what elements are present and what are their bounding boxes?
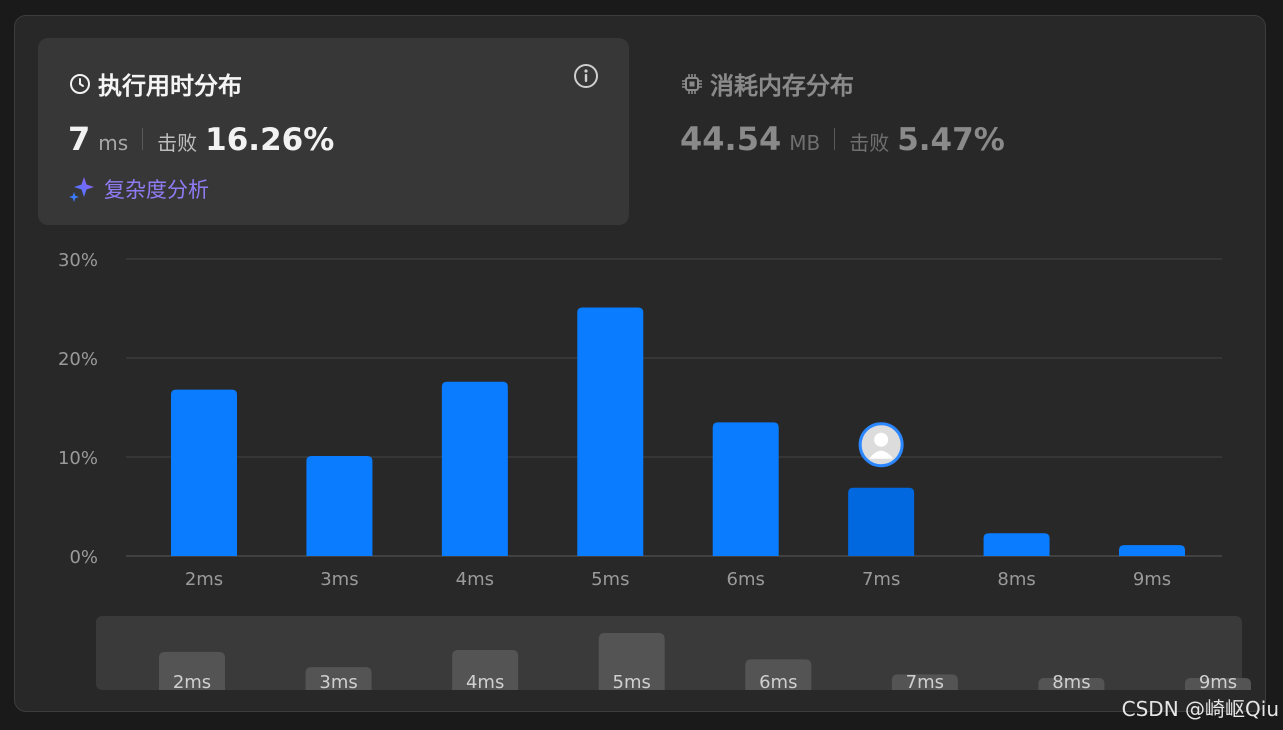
navigator-bar-6ms xyxy=(745,659,812,690)
memory-beat-label: 击败 xyxy=(849,131,890,155)
memory-unit: MB xyxy=(789,131,821,155)
avatar-head-icon xyxy=(874,432,889,447)
memory-card[interactable]: 消耗内存分布 44.54 MB 击败 5.47% xyxy=(680,38,1200,225)
navigator-label: 2ms xyxy=(173,672,211,693)
navigator-bar-9ms xyxy=(1185,678,1251,690)
bar-layer xyxy=(171,307,1185,556)
watermark: CSDN @崎岖Qiu xyxy=(1121,697,1279,721)
runtime-beat-label: 击败 xyxy=(157,131,198,155)
x-tick-label: 2ms xyxy=(185,569,223,590)
x-tick-label: 5ms xyxy=(591,569,629,590)
y-tick-label: 30% xyxy=(58,250,98,271)
x-tick-label: 8ms xyxy=(997,569,1035,590)
bar-9ms[interactable] xyxy=(1119,545,1185,556)
navigator-bar-3ms xyxy=(305,667,372,690)
runtime-card[interactable]: 执行用时分布 7 ms 击败 16.26% 复杂度分析 xyxy=(38,38,629,225)
range-navigator[interactable]: 2ms 3ms 4ms 5ms 6ms 7ms 8ms 9ms xyxy=(96,616,1251,693)
runtime-beat-value: 16.26% xyxy=(205,122,335,158)
grid-layer xyxy=(126,258,1222,557)
x-tick-label: 6ms xyxy=(727,569,765,590)
y-tick-label: 0% xyxy=(69,547,98,568)
navigator-label: 6ms xyxy=(759,672,797,693)
bar-6ms[interactable] xyxy=(712,422,779,556)
memory-stats: 44.54 MB 击败 5.47% xyxy=(680,120,1005,158)
divider xyxy=(834,128,836,150)
navigator-label: 9ms xyxy=(1199,672,1237,693)
navigator-label: 3ms xyxy=(319,672,357,693)
memory-title-text: 消耗内存分布 xyxy=(710,72,854,100)
x-tick-label: 3ms xyxy=(320,569,358,590)
memory-value: 44.54 xyxy=(680,120,782,158)
navigator-label: 8ms xyxy=(1052,672,1090,693)
navigator-bar-8ms xyxy=(1038,678,1105,690)
bar-4ms[interactable] xyxy=(441,381,508,556)
avatar-body-icon xyxy=(869,450,894,459)
navigator-bar-2ms xyxy=(159,651,225,690)
divider xyxy=(142,128,144,150)
runtime-title-text: 执行用时分布 xyxy=(98,72,242,100)
navigator-bar-4ms xyxy=(452,650,519,690)
navigator-label: 4ms xyxy=(466,672,504,693)
info-icon[interactable] xyxy=(573,63,599,89)
bar-8ms[interactable] xyxy=(983,533,1050,556)
sparkle-icon xyxy=(69,177,94,202)
y-tick-label: 10% xyxy=(58,448,98,469)
navigator-label: 5ms xyxy=(613,672,651,693)
runtime-value: 7 xyxy=(68,120,91,158)
x-tick-label: 9ms xyxy=(1133,569,1171,590)
runtime-stats: 7 ms 击败 16.26% xyxy=(68,120,334,158)
clock-icon xyxy=(70,73,90,94)
navigator-bar-7ms xyxy=(891,674,958,690)
y-tick-label: 20% xyxy=(58,349,98,370)
chip-icon xyxy=(682,73,702,94)
navigator-label: 7ms xyxy=(906,672,944,693)
navigator-track[interactable] xyxy=(96,616,1242,690)
x-tick-label: 7ms xyxy=(862,569,900,590)
x-tick-label: 4ms xyxy=(456,569,494,590)
runtime-unit: ms xyxy=(98,131,129,155)
label-layer: 0% 10% 20% 30% 2ms 3ms 4ms 5ms 6ms 7ms 8ms 9ms xyxy=(58,250,1171,590)
bar-5ms[interactable] xyxy=(577,307,644,556)
complexity-analysis-link[interactable]: 复杂度分析 xyxy=(68,174,209,204)
bar-7ms[interactable] xyxy=(848,487,915,556)
bar-2ms[interactable] xyxy=(171,389,237,556)
runtime-title: 执行用时分布 xyxy=(68,66,242,101)
memory-title: 消耗内存分布 xyxy=(680,66,854,101)
complexity-label: 复杂度分析 xyxy=(104,178,209,202)
memory-beat-value: 5.47% xyxy=(897,122,1005,158)
bar-3ms[interactable] xyxy=(306,456,373,556)
navigator-bar-5ms xyxy=(598,633,665,690)
